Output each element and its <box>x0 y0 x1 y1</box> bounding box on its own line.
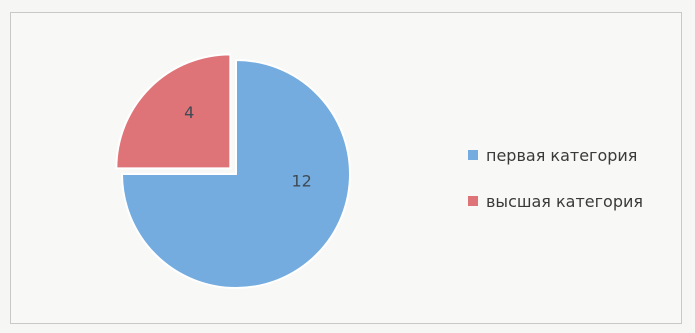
data-label-highest-category: 4 <box>184 103 194 122</box>
legend-item-highest-category: высшая категория <box>468 190 683 212</box>
data-label-first-category: 12 <box>291 172 311 191</box>
legend-swatch-highest-category <box>468 196 478 206</box>
pie-slice-highest-category <box>115 53 232 170</box>
pie-slice-first-category <box>120 58 351 289</box>
legend-item-first-category: первая категория <box>468 144 683 166</box>
legend-label-highest-category: высшая категория <box>486 191 644 211</box>
legend-swatch-first-category <box>468 150 478 160</box>
legend: первая категория высшая категория <box>468 144 683 236</box>
legend-label-first-category: первая категория <box>486 145 638 165</box>
